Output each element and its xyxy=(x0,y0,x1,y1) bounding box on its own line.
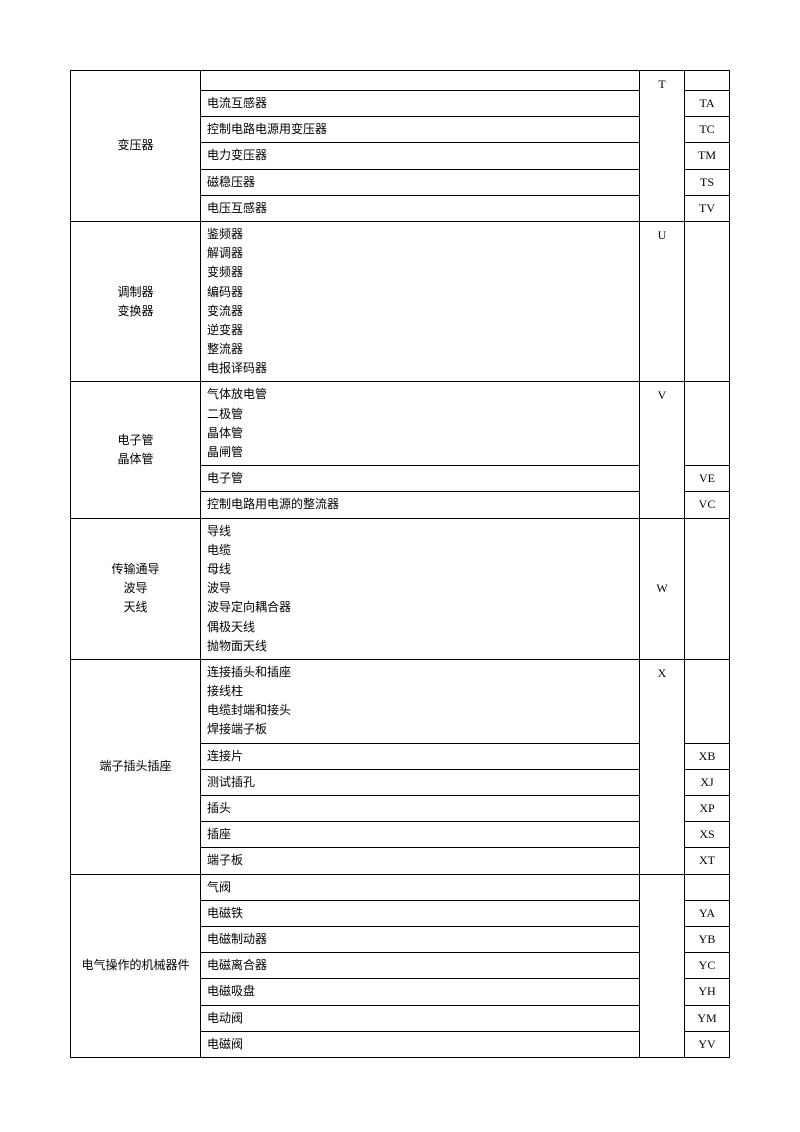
code2-cell: YM xyxy=(685,1005,730,1031)
category-cell: 端子插头插座 xyxy=(71,659,201,874)
item-cell: 电压互感器 xyxy=(201,195,640,221)
code2-cell: TV xyxy=(685,195,730,221)
item-cell: 电力变压器 xyxy=(201,143,640,169)
category-cell: 传输通导 波导 天线 xyxy=(71,518,201,659)
code2-cell: TS xyxy=(685,169,730,195)
code2-cell: XS xyxy=(685,822,730,848)
code1-cell xyxy=(640,874,685,1057)
item-cell: 测试插孔 xyxy=(201,769,640,795)
code2-cell: TC xyxy=(685,117,730,143)
item-cell: 导线 电缆 母线 波导 波导定向耦合器 偶极天线 抛物面天线 xyxy=(201,518,640,659)
item-cell: 电磁阀 xyxy=(201,1031,640,1057)
item-cell: 电磁铁 xyxy=(201,900,640,926)
item-cell: 电子管 xyxy=(201,466,640,492)
item-cell: 控制电路用电源的整流器 xyxy=(201,492,640,518)
category-cell: 调制器 变换器 xyxy=(71,221,201,382)
code2-cell: VE xyxy=(685,466,730,492)
code2-cell xyxy=(685,518,730,659)
item-cell: 电动阀 xyxy=(201,1005,640,1031)
code2-cell xyxy=(685,71,730,91)
category-cell: 电子管 晶体管 xyxy=(71,382,201,518)
item-cell: 气阀 xyxy=(201,874,640,900)
item-cell: 电流互感器 xyxy=(201,91,640,117)
code2-cell: YC xyxy=(685,953,730,979)
code2-cell: YB xyxy=(685,926,730,952)
code2-cell: XP xyxy=(685,796,730,822)
code1-cell: V xyxy=(640,382,685,518)
item-cell: 连接插头和插座 接线柱 电缆封端和接头 焊接端子板 xyxy=(201,659,640,743)
item-cell: 连接片 xyxy=(201,743,640,769)
item-cell: 气体放电管 二极管 晶体管 晶闸管 xyxy=(201,382,640,466)
category-cell: 变压器 xyxy=(71,71,201,222)
reference-table: 变压器 T电流互感器 TA 控制电路电源用变压器 TC 电力变压器 TM 磁稳压器 TS 电压互感… xyxy=(70,70,730,1058)
code2-cell xyxy=(685,874,730,900)
code1-cell: W xyxy=(640,518,685,659)
category-cell: 电气操作的机械器件 xyxy=(71,874,201,1057)
code2-cell: YV xyxy=(685,1031,730,1057)
item-cell: 控制电路电源用变压器 xyxy=(201,117,640,143)
code1-cell: U xyxy=(640,221,685,382)
code2-cell: TM xyxy=(685,143,730,169)
item-cell: 插座 xyxy=(201,822,640,848)
code2-cell: XT xyxy=(685,848,730,874)
code2-cell: XJ xyxy=(685,769,730,795)
code2-cell: XB xyxy=(685,743,730,769)
item-cell: 磁稳压器 xyxy=(201,169,640,195)
code2-cell xyxy=(685,221,730,382)
item-cell: 电磁制动器 xyxy=(201,926,640,952)
item-cell xyxy=(201,71,640,91)
item-cell: 端子板 xyxy=(201,848,640,874)
code2-cell: YH xyxy=(685,979,730,1005)
code1-cell: T xyxy=(640,71,685,222)
code1-cell: X xyxy=(640,659,685,874)
item-cell: 鉴频器 解调器 变频器 编码器 变流器 逆变器 整流器 电报译码器 xyxy=(201,221,640,382)
item-cell: 电磁吸盘 xyxy=(201,979,640,1005)
code2-cell xyxy=(685,659,730,743)
code2-cell: VC xyxy=(685,492,730,518)
code2-cell: YA xyxy=(685,900,730,926)
code2-cell: TA xyxy=(685,91,730,117)
code2-cell xyxy=(685,382,730,466)
item-cell: 插头 xyxy=(201,796,640,822)
item-cell: 电磁离合器 xyxy=(201,953,640,979)
